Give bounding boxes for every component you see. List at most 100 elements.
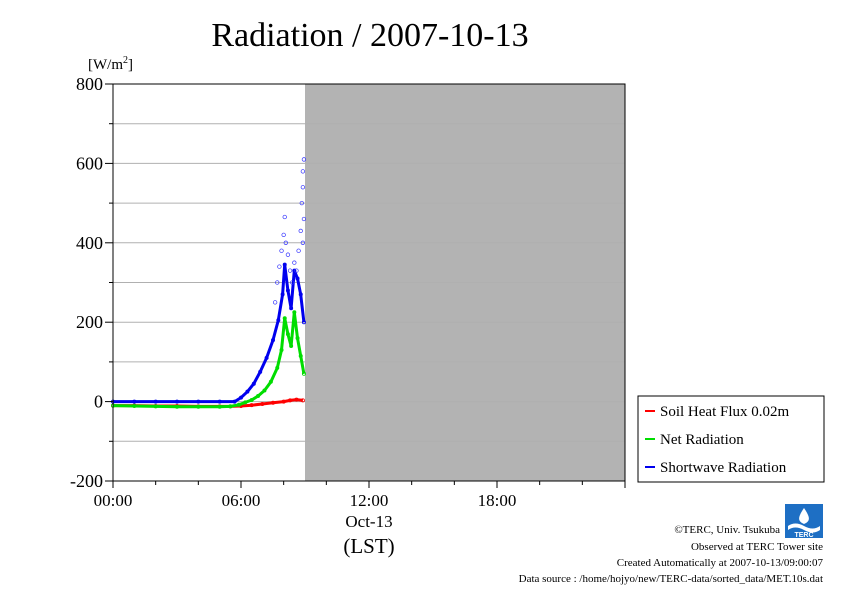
y-tick-label: 600 [76,153,103,173]
y-tick-label: 400 [76,233,103,253]
scatter-point [272,300,278,305]
series-layer [111,262,306,409]
scatter-point [294,268,299,273]
scatter-point [275,280,280,285]
data-point [196,404,201,409]
data-point [282,316,287,321]
scatter-point [277,264,282,269]
scatter-point [287,268,293,273]
data-point [285,288,290,293]
data-point [292,268,297,273]
footer-created: Created Automatically at 2007-10-13/09:0… [617,557,824,569]
footer-source: Data source : /home/hojyo/new/TERC-data/… [519,573,823,585]
chart-title: Radiation / 2007-10-13 [211,17,528,54]
scatter-point [301,216,307,222]
data-point [289,344,294,349]
scatter-point [300,185,306,190]
series-line [113,263,306,404]
scatter-point [292,260,297,265]
data-point [281,399,286,404]
data-point [132,403,137,408]
data-point [268,379,273,384]
data-point [276,318,281,323]
data-point [245,389,250,394]
scatter-point [299,200,304,206]
footer-site: Observed at TERC Tower site [691,541,823,553]
data-point [236,402,241,407]
data-point [217,399,222,404]
scatter-point [285,252,291,257]
data-point [270,338,275,343]
series-line [112,310,306,409]
data-point [251,381,256,386]
data-point [228,404,233,409]
logo-text: TERC [794,532,813,539]
data-point [264,355,269,360]
y-ticks: -200 0 200 400 600 800 [70,74,113,491]
data-point [249,403,254,408]
data-point [300,398,305,403]
y-tick-label: 200 [76,312,103,332]
data-point [174,404,179,409]
y-tick-label: -200 [70,471,103,491]
x-tick-label: 00:00 [94,491,133,510]
data-point [289,306,294,311]
data-point [249,398,254,403]
grid-lines [113,123,625,442]
legend-box [637,395,825,483]
data-point [292,310,297,315]
data-point [275,365,280,370]
x-date-label: Oct-13 [345,512,392,531]
scatter-point [300,240,306,245]
data-point [196,399,201,404]
scatter-point [283,240,288,245]
data-point [279,347,284,352]
scatter-point [296,248,301,253]
data-point [295,276,300,281]
scatter-point [290,280,295,285]
scatter-layer [272,157,307,305]
x-ticks: 00:00 06:00 12:00 18:00 [94,481,626,510]
terc-logo: TERC [785,504,823,539]
data-point [301,320,306,325]
y-tick-label: 0 [94,392,103,412]
data-point [285,332,290,337]
legend: Soil Heat Flux 0.02m Net Radiation Shortwa… [637,395,825,483]
data-point [174,399,179,404]
data-point [270,400,275,405]
data-point [153,404,158,409]
y-tick-label: 800 [76,74,103,94]
x-tick-label: 12:00 [350,491,389,510]
scatter-point [282,214,287,220]
data-point [243,400,248,405]
data-point [260,401,265,406]
legend-label: Net Radiation [660,432,744,448]
legend-label: Shortwave Radiation [660,460,787,476]
x-tick-label: 18:00 [478,491,517,510]
scatter-point [281,232,286,238]
data-point [280,292,285,297]
scatter-point [300,169,306,174]
data-point [258,369,263,374]
footer-copyright: ©TERC, Univ. Tsukuba [674,524,780,536]
data-point [132,399,137,404]
scatter-point [298,228,303,234]
scatter-point [301,157,307,162]
data-point [298,292,303,297]
data-point [301,371,306,376]
data-point [238,395,243,400]
data-point [262,388,267,393]
scatter-point [279,248,284,253]
data-point [153,399,158,404]
data-point [256,394,261,399]
legend-label: Soil Heat Flux 0.02m [660,404,790,420]
data-point [294,397,299,402]
data-point [295,336,300,341]
data-point [217,404,222,409]
x-tick-label: 06:00 [222,491,261,510]
x-axis-label: (LST) [343,534,394,558]
data-point [298,353,303,358]
data-point [232,399,237,404]
y-axis-label: [W/m2] [88,55,133,73]
